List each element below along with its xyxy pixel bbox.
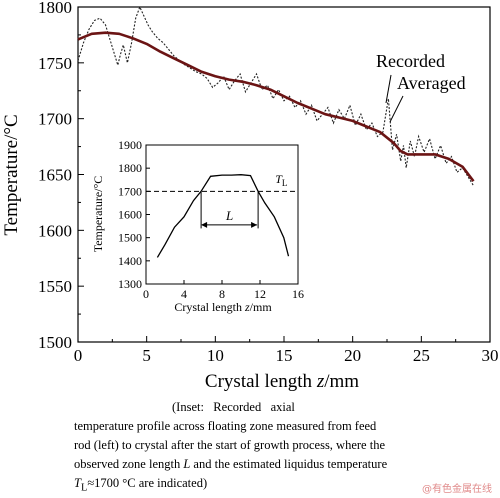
inset-x-tick-label: 4: [181, 287, 187, 301]
inset-y-axis-label: Temperature/°C: [91, 176, 105, 253]
inset-x-tick-label: 12: [254, 287, 266, 301]
inset-x-ticks: 0 4 8 12 16: [143, 280, 304, 301]
inset-x-axis-label-var: z: [244, 300, 250, 314]
caption-line-4-b: and the estimated liquidus temperature: [190, 457, 388, 471]
caption-line-5-sub: L: [80, 482, 88, 494]
inset-y-tick-label: 1700: [118, 184, 142, 198]
annotation-averaged-pointer: [389, 95, 404, 123]
main-x-tick-label: 20: [344, 346, 361, 365]
caption-line-4-a: observed zone length: [74, 457, 184, 471]
liquidus-label-main: T: [275, 172, 283, 186]
zone-length-label: L: [225, 208, 233, 223]
series-recorded-line: [77, 5, 474, 186]
main-x-tick-label: 0: [74, 346, 83, 365]
main-x-axis-label: Crystal length z/mm: [205, 371, 359, 392]
main-y-tick-label: 1550: [38, 277, 72, 296]
annotation-recorded-pointer: [385, 74, 392, 104]
chart-area: 1500 1550 1600 1650 1700 1750 1800 0 5 10 15 20 25 3…: [1, 0, 499, 392]
inset-profile-line: [156, 174, 290, 258]
main-y-ticks: 1500 1550 1600 1650 1700 1750 1800: [38, 0, 84, 352]
main-x-tick-label: 5: [142, 346, 151, 365]
inset-x-tick-label: 0: [143, 287, 149, 301]
liquidus-label: TL: [275, 172, 287, 188]
inset-x-axis-label: Crystal length z/mm: [174, 300, 272, 314]
inset-background: [85, 132, 310, 317]
main-y-tick-label: 1700: [38, 110, 72, 129]
inset-y-tick-label: 1800: [118, 161, 142, 175]
caption-line-3: rod (left) to crystal after the start of…: [74, 438, 385, 452]
main-plot: 1500 1550 1600 1650 1700 1750 1800 0 5 10 15 20 25 3…: [1, 0, 499, 392]
main-x-tick-label: 15: [276, 346, 293, 365]
inset-y-tick-label: 1400: [118, 254, 142, 268]
watermark: @有色金属在线: [422, 484, 492, 495]
inset-plot: 1300 1400 1500 1600 1700 1800 1900 0 4 8 12 16 L T…: [85, 132, 310, 317]
inset-x-axis-label-text: Crystal length: [174, 300, 245, 314]
inset-x-tick-label: 16: [292, 287, 304, 301]
inset-y-tick-label: 1300: [118, 277, 142, 291]
inset-y-ticks: 1300 1400 1500 1600 1700 1800 1900: [118, 138, 150, 291]
inset-y-tick-label: 1600: [118, 208, 142, 222]
caption-line-5-b: ≈1700 °C are indicated): [87, 476, 208, 490]
inset-x-tick-label: 8: [219, 287, 225, 301]
main-y-axis-label: Temperature/°C: [1, 114, 22, 235]
main-x-axis-label-var: z: [316, 371, 325, 392]
main-x-ticks: 0 5 10 15 20 25 30: [74, 336, 499, 365]
inset-x-axis-label-unit: /mm: [250, 300, 273, 314]
inset-y-tick-label: 1900: [118, 138, 142, 152]
caption-line-5: TL≈1700 °C are indicated): [74, 474, 494, 498]
main-y-tick-label: 1600: [38, 221, 72, 240]
annotation-recorded: Recorded: [376, 51, 445, 71]
main-y-tick-label: 1800: [38, 0, 72, 17]
caption-line-2: temperature profile across floating zone…: [74, 419, 377, 433]
main-y-tick-label: 1650: [38, 166, 72, 185]
caption-line-1: (Inset: Recorded axial: [172, 400, 295, 414]
main-x-tick-label: 30: [482, 346, 499, 365]
inset-y-tick-label: 1500: [118, 231, 142, 245]
main-y-tick-label: 1750: [38, 54, 72, 73]
main-x-axis-label-text: Crystal length: [205, 371, 317, 392]
series-averaged-line: [77, 31, 475, 182]
caption-line-5-var: T: [74, 476, 81, 490]
annotation-averaged: Averaged: [397, 73, 466, 93]
liquidus-label-sub: L: [282, 178, 288, 188]
caption-line-4: observed zone length L and the estimated…: [74, 455, 494, 474]
main-x-axis-label-unit: /mm: [324, 371, 359, 392]
main-x-tick-label: 10: [207, 346, 224, 365]
main-x-tick-label: 25: [413, 346, 430, 365]
caption-line-4-var: L: [183, 457, 191, 471]
main-y-tick-label: 1500: [38, 333, 72, 352]
figure-caption: (Inset: Recorded axial temperature profi…: [74, 398, 494, 498]
